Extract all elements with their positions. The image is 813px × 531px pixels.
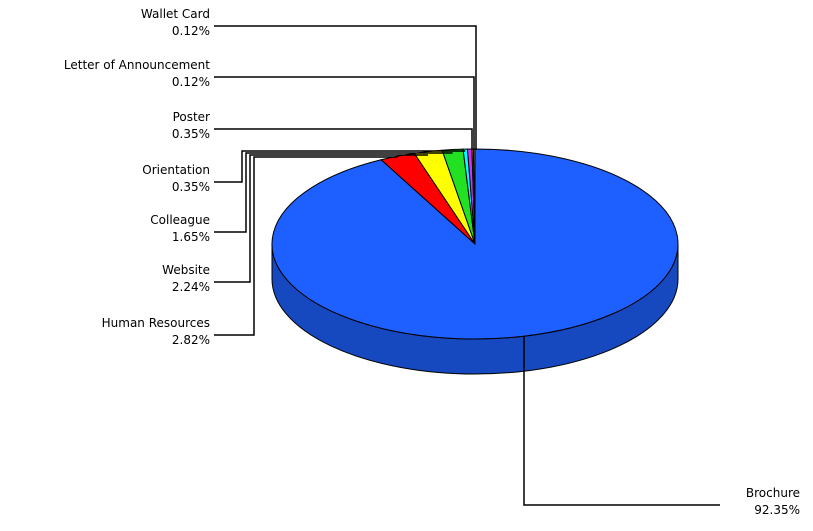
slice-label-colleague: Colleague bbox=[150, 213, 210, 227]
slice-percent-wallet-card: 0.12% bbox=[172, 24, 210, 38]
slice-percent-website: 2.24% bbox=[172, 280, 210, 294]
slice-percent-brochure: 92.35% bbox=[754, 503, 800, 517]
slice-label-orientation: Orientation bbox=[142, 163, 210, 177]
slice-percent-colleague: 1.65% bbox=[172, 230, 210, 244]
leader-line-brochure bbox=[523, 336, 720, 506]
leader-line-wallet-card bbox=[214, 25, 477, 151]
leader-line-colleague bbox=[214, 152, 453, 233]
leader-line-poster bbox=[214, 128, 473, 151]
slice-percent-human-resources: 2.82% bbox=[172, 333, 210, 347]
leader-line-letter-of-announcement bbox=[214, 76, 475, 151]
leader-line-website bbox=[214, 154, 429, 283]
slice-label-letter-of-announcement: Letter of Announcement bbox=[64, 58, 210, 72]
slice-label-brochure: Brochure bbox=[746, 486, 800, 500]
slice-percent-orientation: 0.35% bbox=[172, 180, 210, 194]
leader-line-human-resources bbox=[214, 156, 398, 336]
leader-line-orientation bbox=[214, 150, 466, 183]
slice-label-wallet-card: Wallet Card bbox=[141, 7, 210, 21]
slice-label-human-resources: Human Resources bbox=[102, 316, 210, 330]
slice-percent-poster: 0.35% bbox=[172, 127, 210, 141]
slice-label-poster: Poster bbox=[173, 110, 210, 124]
slice-percent-letter-of-announcement: 0.12% bbox=[172, 75, 210, 89]
slice-label-website: Website bbox=[162, 263, 210, 277]
